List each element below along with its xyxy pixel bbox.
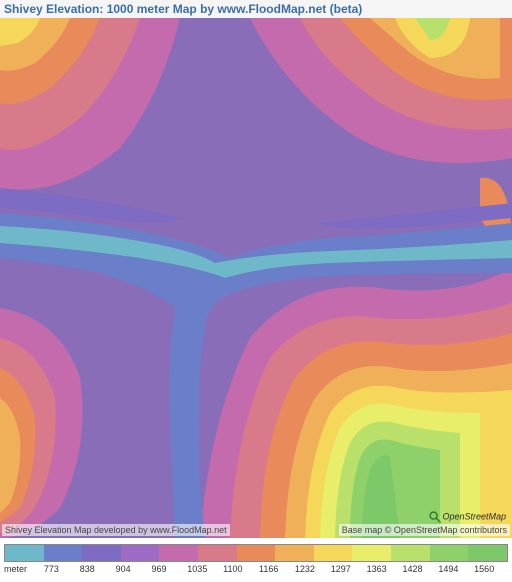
legend-cell bbox=[468, 545, 507, 561]
page-title: Shivey Elevation: 1000 meter Map by www.… bbox=[4, 2, 362, 16]
legend-value: 969 bbox=[151, 564, 187, 574]
legend-value: 1297 bbox=[331, 564, 367, 574]
legend-cell bbox=[198, 545, 237, 561]
legend-cell bbox=[82, 545, 121, 561]
legend-cell bbox=[391, 545, 430, 561]
map-svg bbox=[0, 18, 512, 538]
legend-value: 1035 bbox=[187, 564, 223, 574]
magnifier-icon bbox=[428, 510, 442, 524]
legend-cell bbox=[159, 545, 198, 561]
attribution-left: Shivey Elevation Map developed by www.Fl… bbox=[2, 524, 230, 536]
osm-label: OpenStreetMap bbox=[442, 511, 506, 521]
legend-labels: meter 7738389049691035110011661232129713… bbox=[2, 564, 510, 574]
legend-value: 1428 bbox=[402, 564, 438, 574]
legend-value: 1363 bbox=[367, 564, 403, 574]
legend-value: 1494 bbox=[438, 564, 474, 574]
legend-cell bbox=[121, 545, 160, 561]
legend-value: 1232 bbox=[295, 564, 331, 574]
legend-value: 838 bbox=[80, 564, 116, 574]
legend-unit: meter bbox=[4, 564, 44, 574]
legend-cell bbox=[314, 545, 353, 561]
header-bar: Shivey Elevation: 1000 meter Map by www.… bbox=[0, 0, 512, 18]
legend-value: 1560 bbox=[474, 564, 510, 574]
elevation-legend: meter 7738389049691035110011661232129713… bbox=[0, 538, 512, 582]
legend-cell bbox=[352, 545, 391, 561]
legend-value: 1100 bbox=[223, 564, 259, 574]
legend-value: 773 bbox=[44, 564, 80, 574]
legend-value: 1166 bbox=[259, 564, 295, 574]
legend-cell bbox=[430, 545, 469, 561]
legend-cell bbox=[44, 545, 83, 561]
osm-logo: OpenStreetMap bbox=[428, 510, 506, 524]
elevation-map: OpenStreetMap Shivey Elevation Map devel… bbox=[0, 18, 512, 538]
legend-cell bbox=[5, 545, 44, 561]
attribution-right: Base map © OpenStreetMap contributors bbox=[339, 524, 510, 536]
legend-cell bbox=[275, 545, 314, 561]
legend-value: 904 bbox=[116, 564, 152, 574]
legend-cell bbox=[237, 545, 276, 561]
legend-color-bar bbox=[4, 544, 508, 562]
